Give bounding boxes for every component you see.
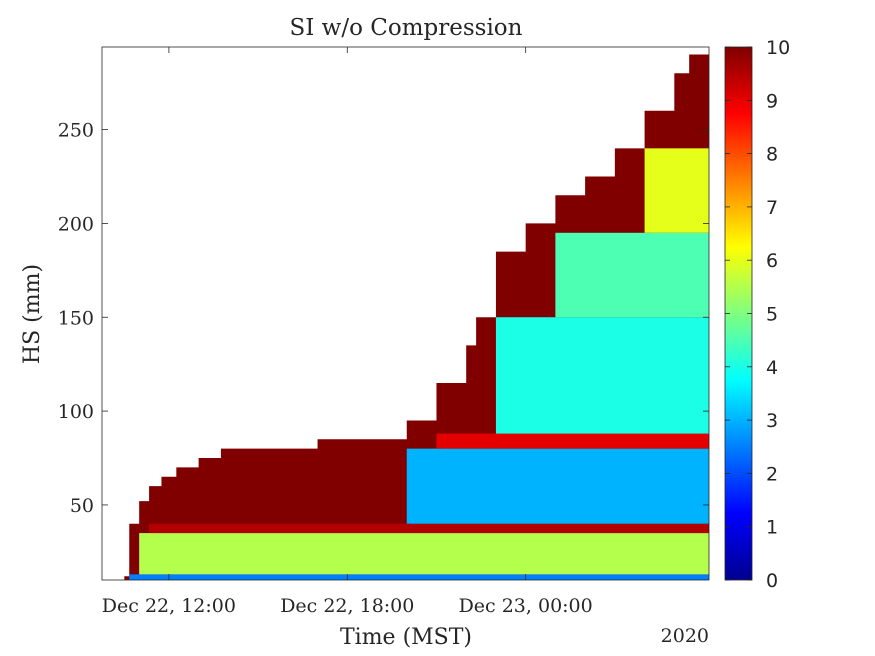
- x-axis-label: Time (MST): [340, 625, 472, 650]
- x-tick-label: Dec 22, 12:00: [102, 595, 236, 617]
- colorbar-tick-label: 8: [766, 144, 778, 166]
- colorbar-tick-label: 0: [766, 570, 778, 592]
- si-band-7: [644, 148, 709, 233]
- colorbar-tick-label: 7: [766, 197, 778, 219]
- x-axis-ticks: Dec 22, 12:00 Dec 22, 18:00 Dec 23, 00:00: [102, 47, 593, 617]
- x-tick-label: Dec 22, 18:00: [280, 595, 414, 617]
- si-band-1: [139, 533, 709, 575]
- si-band-4: [436, 433, 709, 449]
- chart-title: SI w/o Compression: [290, 15, 523, 41]
- colorbar-tick-label: 1: [766, 517, 778, 539]
- colorbar-tick-label: 5: [766, 304, 778, 326]
- y-tick-label: 200: [58, 213, 94, 235]
- y-axis-label: HS (mm): [20, 264, 45, 364]
- si-band-5: [495, 317, 709, 434]
- colorbar-tick-label: 4: [766, 357, 778, 379]
- si-band-6: [555, 232, 709, 318]
- y-tick-label: 50: [70, 495, 94, 517]
- si-band-2: [149, 523, 709, 534]
- y-axis-ticks: 50 100 150 200 250: [58, 120, 709, 517]
- colorbar-tick-label: 6: [766, 250, 778, 272]
- colorbar-tick-label: 3: [766, 410, 778, 432]
- colorbar-tick-label: 2: [766, 463, 778, 485]
- si-band-0: [129, 574, 709, 580]
- y-tick-label: 150: [58, 307, 94, 329]
- colorbar-ticks: 0 1 2 3 4 5 6 7 8 9 10: [725, 37, 790, 592]
- x-axis-year-label: 2020: [661, 625, 709, 647]
- y-tick-label: 250: [58, 120, 94, 142]
- y-tick-label: 100: [58, 401, 94, 423]
- si-band-3: [406, 448, 709, 524]
- plot-frame: [101, 46, 710, 581]
- colorbar-tick-label: 10: [766, 37, 790, 59]
- colorbar-tick-label: 9: [766, 90, 778, 112]
- plot-area: [124, 54, 709, 580]
- x-tick-label: Dec 23, 00:00: [459, 595, 593, 617]
